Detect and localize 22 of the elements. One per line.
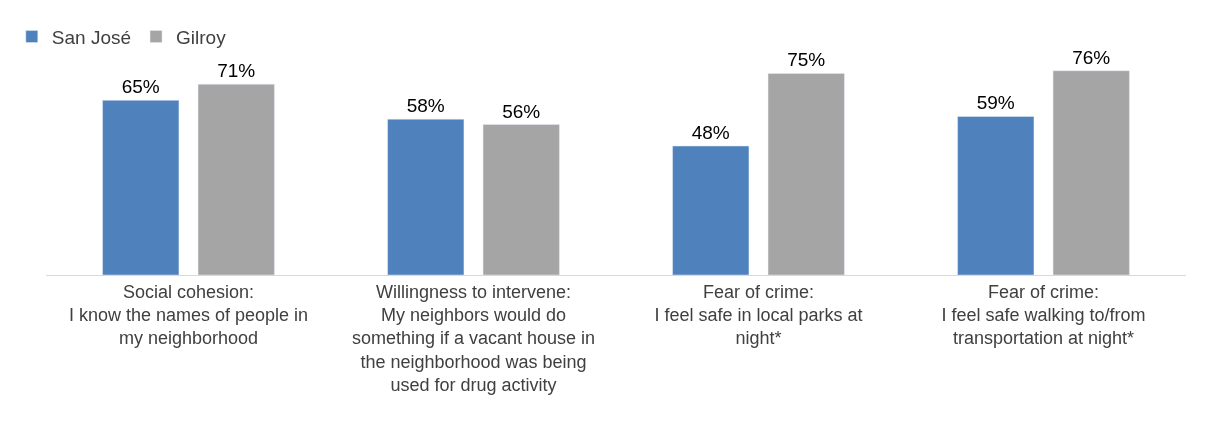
bar — [957, 116, 1035, 275]
bar — [197, 83, 275, 275]
data-label: 48% — [691, 122, 730, 143]
x-tick-label: Willingness to intervene: My neighbors would do something if a vacant house in the neighborhood was being used for drug activity — [351, 281, 596, 396]
data-label: 75% — [787, 49, 826, 71]
bar — [767, 73, 845, 275]
legend-label: Gilroy — [176, 26, 227, 48]
x-tick-label: Social cohesion: I know the names of people in my neighborhood — [68, 281, 309, 349]
bar — [482, 124, 560, 275]
data-label: 76% — [1072, 46, 1111, 68]
bar — [1052, 70, 1130, 275]
legend-label: San José — [51, 26, 132, 48]
data-label: 59% — [976, 92, 1015, 114]
data-label: 58% — [406, 95, 445, 117]
x-tick-label: Fear of crime: I feel safe in local parks at night* — [654, 281, 863, 349]
x-tick-label: Fear of crime: I feel safe walking to/from transportation at night* — [941, 281, 1146, 349]
data-label: 71% — [217, 60, 256, 82]
bar — [102, 100, 180, 275]
data-label: 56% — [502, 100, 541, 122]
bar — [672, 145, 750, 275]
data-label: 65% — [121, 76, 160, 98]
bar — [387, 118, 465, 275]
